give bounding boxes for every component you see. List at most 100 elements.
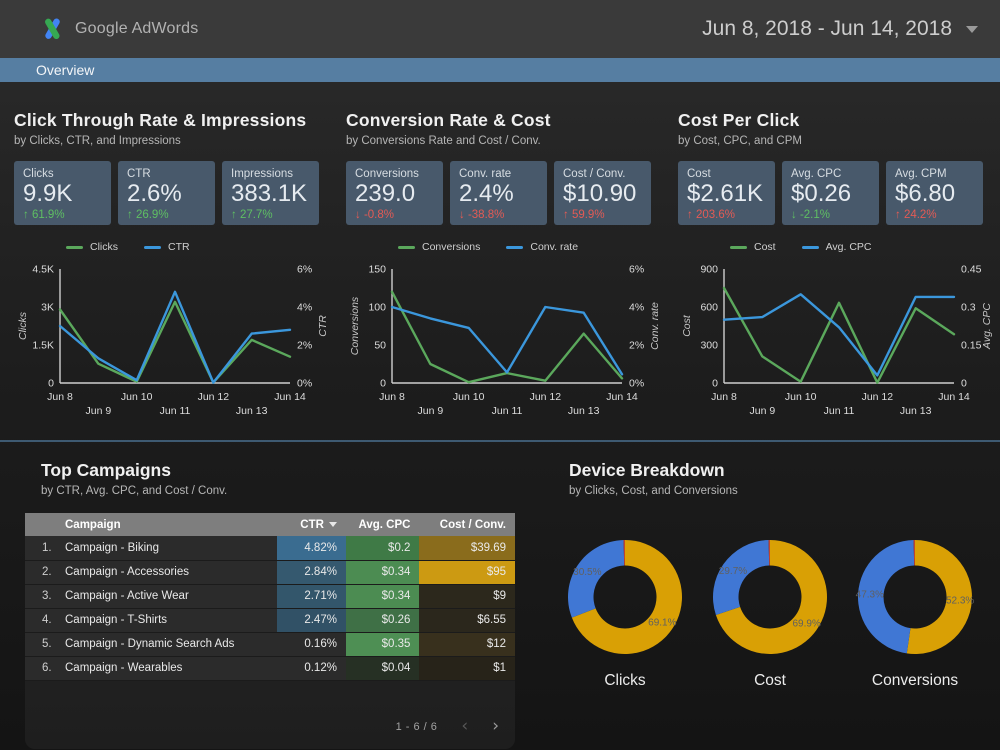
legend-item: Clicks — [66, 241, 118, 253]
ctr-cell: 4.82% — [277, 536, 346, 561]
scorecard-value: $6.80 — [895, 180, 956, 207]
row-index: 6. — [42, 662, 52, 674]
scorecard-row: Conversions 239.0 ↓ -0.8% Conv. rate 2.4% ↓ -… — [346, 161, 664, 225]
column-header-campaign[interactable]: Campaign — [25, 513, 278, 536]
column-header-avg-cpc[interactable]: Avg. CPC — [345, 513, 420, 536]
tab-overview[interactable]: Overview — [36, 62, 95, 78]
legend-swatch — [730, 245, 747, 249]
svg-text:47.3%: 47.3% — [856, 589, 884, 600]
scorecard-clicks: Clicks 9.9K ↑ 61.9% — [14, 161, 111, 225]
scorecard-label: CTR — [127, 168, 151, 180]
scorecard-label: Conv. rate — [459, 168, 512, 180]
section-title: Conversion Rate & Cost — [346, 110, 551, 130]
arrow-down-icon: ↓ — [459, 208, 465, 221]
table-row[interactable]: 4. Campaign - T-Shirts 2.47% $0.26 $6.55 — [25, 608, 515, 633]
ctr-cell: 2.84% — [277, 560, 346, 585]
table-row[interactable]: 1. Campaign - Biking 4.82% $0.2 $39.69 — [25, 536, 515, 561]
cost-conv-cell: $1 — [419, 656, 515, 681]
scorecard-conversions: Conversions 239.0 ↓ -0.8% — [346, 161, 443, 225]
date-range-picker[interactable]: Jun 8, 2018 - Jun 14, 2018 — [702, 17, 978, 41]
scorecard-delta: ↑ 24.2% — [895, 208, 937, 221]
svg-text:Jun 12: Jun 12 — [530, 391, 562, 403]
svg-text:Jun 12: Jun 12 — [198, 391, 230, 403]
pagination-next-icon[interactable]: › — [492, 716, 499, 736]
legend-item: Cost — [730, 241, 776, 253]
device-breakdown-panel: Device Breakdown by Clicks, Cost, and Co… — [561, 454, 979, 749]
svg-text:Jun 8: Jun 8 — [379, 391, 405, 403]
brand: Google AdWords — [40, 18, 198, 40]
section-subtitle: by Cost, CPC, and CPM — [678, 135, 802, 147]
ctr-cell: 0.16% — [277, 632, 346, 657]
svg-text:300: 300 — [700, 340, 718, 352]
svg-text:2%: 2% — [629, 340, 644, 352]
svg-text:0%: 0% — [297, 378, 312, 390]
section-title: Cost Per Click — [678, 110, 800, 130]
svg-text:0.3: 0.3 — [961, 302, 976, 314]
section-cost-per-click: Cost Per Click by Cost, CPC, and CPM Cos… — [678, 96, 996, 432]
svg-text:150: 150 — [368, 264, 386, 276]
scorecard-delta: ↓ -2.1% — [791, 208, 830, 221]
scorecard-value: $2.61K — [687, 180, 764, 207]
scorecard-label: Clicks — [23, 168, 54, 180]
scorecard-value: 2.6% — [127, 180, 182, 207]
panel-subtitle: by Clicks, Cost, and Conversions — [569, 485, 738, 497]
scorecard-row: Cost $2.61K ↑ 203.6% Avg. CPC $0.26 ↓ -2.1% Av… — [678, 161, 996, 225]
scorecard-label: Impressions — [231, 168, 293, 180]
column-header-cost-conv[interactable]: Cost / Conv. — [419, 513, 515, 536]
svg-text:Conv. rate: Conv. rate — [649, 302, 661, 350]
svg-text:Jun 9: Jun 9 — [85, 405, 111, 417]
campaign-name: Campaign - Biking — [65, 541, 159, 554]
svg-text:CTR: CTR — [317, 315, 329, 337]
scorecard-label: Avg. CPM — [895, 168, 947, 180]
table-row[interactable]: 2. Campaign - Accessories 2.84% $0.34 $95 — [25, 560, 515, 585]
column-header-ctr[interactable]: CTR — [277, 513, 346, 536]
svg-text:69.9%: 69.9% — [793, 618, 821, 629]
arrow-up-icon: ↑ — [687, 208, 693, 221]
svg-text:Jun 10: Jun 10 — [785, 391, 817, 403]
svg-text:Jun 12: Jun 12 — [862, 391, 894, 403]
panel-title: Device Breakdown — [569, 460, 725, 480]
arrow-up-icon: ↑ — [895, 208, 901, 221]
svg-text:100: 100 — [368, 302, 386, 314]
date-range-text: Jun 8, 2018 - Jun 14, 2018 — [702, 17, 952, 40]
table-row[interactable]: 5. Campaign - Dynamic Search Ads 0.16% $0.3… — [25, 632, 515, 657]
svg-text:Jun 11: Jun 11 — [492, 405, 523, 417]
legend-swatch — [398, 245, 415, 249]
legend-swatch — [801, 245, 819, 249]
avg-cpc-cell: $0.34 — [345, 584, 420, 609]
table-pagination: 1 - 6 / 6 ‹ › — [25, 718, 515, 749]
scorecard-value: 383.1K — [231, 180, 308, 207]
svg-text:Jun 14: Jun 14 — [938, 391, 970, 403]
pagination-prev-icon[interactable]: ‹ — [461, 716, 469, 736]
arrow-up-icon: ↑ — [231, 208, 237, 221]
app-header: Google AdWords Jun 8, 2018 - Jun 14, 201… — [0, 0, 1000, 58]
legend-label: CTR — [168, 241, 190, 253]
svg-text:Jun 11: Jun 11 — [160, 405, 191, 417]
cost-conv-cell: $95 — [419, 560, 515, 585]
legend-label: Avg. CPC — [825, 241, 872, 253]
svg-text:Clicks: Clicks — [17, 311, 29, 340]
scorecard-ctr: CTR 2.6% ↑ 26.9% — [118, 161, 215, 225]
scorecard-avg-cpc: Avg. CPC $0.26 ↓ -2.1% — [782, 161, 879, 225]
sort-desc-icon — [328, 521, 337, 527]
avg-cpc-cell: $0.34 — [345, 560, 420, 585]
scorecard-value: 9.9K — [23, 180, 73, 207]
svg-text:Avg. CPC: Avg. CPC — [981, 303, 993, 350]
campaign-cell: 6. Campaign - Wearables — [25, 656, 278, 681]
line-chart-cost-cpc: 0 300 600 900 0 0.15 0.3 0.45 Cost Avg. CPC Jun 8 J… — [678, 255, 996, 432]
svg-text:0: 0 — [961, 378, 967, 390]
legend-item: Conv. rate — [506, 241, 578, 253]
chart-legend: Conversions Conv. rate — [398, 241, 664, 253]
table-row[interactable]: 3. Campaign - Active Wear 2.71% $0.34 $9 — [25, 584, 515, 609]
donut-charts-row: 69.1% 30.5% Clicks 69.9% 29.7% Cost 52.3% 47.3%… — [561, 537, 979, 690]
scorecard-value: 239.0 — [355, 180, 416, 207]
legend-swatch — [506, 245, 524, 249]
svg-text:0: 0 — [380, 378, 386, 390]
svg-text:0.15: 0.15 — [961, 340, 982, 352]
scorecard-delta: ↑ 27.7% — [231, 208, 273, 221]
table-row[interactable]: 6. Campaign - Wearables 0.12% $0.04 $1 — [25, 656, 515, 681]
svg-text:6%: 6% — [297, 264, 312, 276]
donut-chart-conversions: 52.3% 47.3% Conversions — [851, 537, 979, 690]
scorecard-cost: Cost $2.61K ↑ 203.6% — [678, 161, 775, 225]
row-index: 5. — [42, 638, 52, 650]
